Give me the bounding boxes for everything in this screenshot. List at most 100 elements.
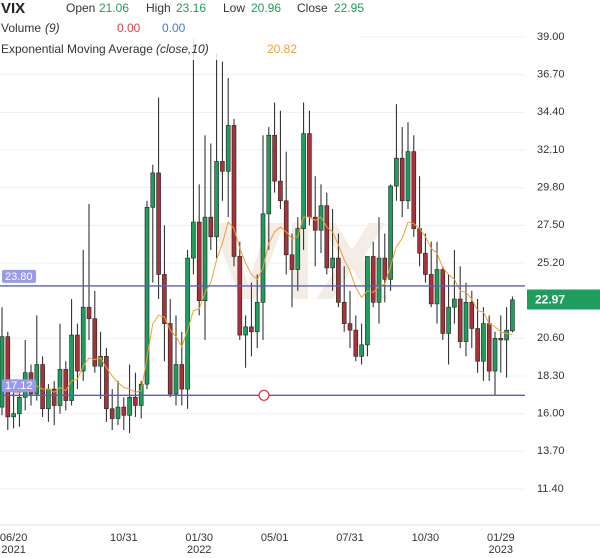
candle-body bbox=[405, 151, 411, 202]
candle-body bbox=[144, 207, 150, 385]
candle-body bbox=[231, 125, 237, 257]
candle-body bbox=[272, 134, 277, 182]
x-year-label: 2022 bbox=[187, 544, 211, 556]
candle-body bbox=[266, 134, 272, 215]
candle-body bbox=[312, 216, 318, 231]
candle-body bbox=[370, 256, 376, 303]
candle-body bbox=[34, 364, 40, 395]
header-text: High bbox=[146, 1, 171, 15]
header-text: Exponential Moving Average bbox=[1, 42, 153, 56]
x-year-label: 2023 bbox=[489, 544, 513, 556]
candle-body bbox=[75, 334, 80, 372]
candle-body bbox=[185, 257, 190, 390]
candle-body bbox=[156, 172, 161, 275]
candle-body bbox=[289, 254, 295, 270]
header-text: 22.95 bbox=[334, 1, 364, 15]
header-text: (close,10) bbox=[156, 42, 209, 56]
candle-body bbox=[17, 396, 22, 414]
candle-body bbox=[365, 256, 370, 346]
candle-body bbox=[498, 338, 504, 341]
candle-body bbox=[133, 396, 138, 406]
x-tick-label: 10/30 bbox=[412, 532, 440, 544]
y-tick-label: 20.60 bbox=[537, 332, 565, 344]
candle-body bbox=[347, 323, 353, 331]
x-tick-label: 10/31 bbox=[110, 532, 138, 544]
candle-body bbox=[463, 301, 469, 342]
horizontal-line-tag bbox=[2, 269, 36, 283]
candle-body bbox=[446, 306, 451, 334]
header-text: 20.96 bbox=[251, 1, 281, 15]
header-text: 20.82 bbox=[267, 42, 297, 56]
candle-body bbox=[69, 334, 74, 401]
candle-body bbox=[40, 364, 45, 410]
header-text: Low bbox=[223, 1, 245, 15]
candle-body bbox=[278, 180, 283, 202]
candle-body bbox=[121, 406, 127, 416]
y-tick-label: 32.10 bbox=[537, 144, 565, 156]
candle-body bbox=[307, 133, 312, 218]
candle-body bbox=[295, 228, 301, 270]
candle-body bbox=[481, 323, 486, 362]
candle-body bbox=[382, 257, 388, 280]
candle-body bbox=[376, 257, 382, 303]
candle-body bbox=[243, 326, 248, 336]
symbol: VIX bbox=[1, 0, 25, 17]
candle-body bbox=[179, 364, 185, 390]
candle-body bbox=[191, 221, 196, 259]
candle-body bbox=[434, 269, 440, 305]
header-text: 23.16 bbox=[176, 1, 206, 15]
x-year-label: 2021 bbox=[1, 544, 25, 556]
candle-body bbox=[423, 252, 428, 275]
candle-body bbox=[283, 200, 289, 256]
candle-body bbox=[440, 269, 446, 334]
last-price-label: 22.97 bbox=[535, 293, 565, 307]
candle-body bbox=[260, 213, 266, 303]
header-text: Open bbox=[66, 1, 95, 15]
candle-body bbox=[220, 161, 225, 172]
horizontal-line-tag bbox=[2, 379, 36, 393]
candle-body bbox=[51, 388, 57, 406]
candle-body bbox=[330, 257, 335, 269]
candle-body bbox=[109, 408, 115, 419]
candle-body bbox=[225, 125, 231, 172]
candle-body bbox=[504, 329, 509, 341]
candle-body bbox=[196, 221, 202, 301]
header-text: 21.06 bbox=[99, 1, 129, 15]
candle-body bbox=[104, 356, 109, 410]
x-tick-label: 01/30 bbox=[185, 532, 213, 544]
y-tick-label: 34.40 bbox=[537, 106, 565, 118]
candle-body bbox=[150, 172, 156, 208]
candle-body bbox=[411, 151, 417, 229]
candle-body bbox=[214, 161, 219, 238]
y-tick-label: 36.70 bbox=[537, 69, 565, 81]
candle-body bbox=[341, 301, 347, 324]
y-tick-label: 25.20 bbox=[537, 257, 565, 269]
last-price-tag bbox=[527, 289, 600, 310]
candle-body bbox=[249, 326, 254, 333]
y-tick-label: 39.00 bbox=[537, 31, 565, 43]
candle-body bbox=[492, 338, 498, 372]
y-tick-label: 16.00 bbox=[537, 408, 565, 420]
candle-body bbox=[162, 274, 167, 324]
candle-body bbox=[469, 301, 475, 329]
x-tick-label: 07/31 bbox=[336, 532, 364, 544]
candle-body bbox=[475, 328, 480, 362]
candle-body bbox=[452, 298, 457, 308]
x-tick-label: 01/29 bbox=[487, 532, 515, 544]
candle-body bbox=[208, 216, 214, 238]
header-text: (9) bbox=[45, 21, 60, 35]
candle-body bbox=[324, 205, 330, 269]
candle-body bbox=[46, 388, 51, 410]
ema-line bbox=[1, 216, 513, 394]
header-text: Volume bbox=[1, 21, 41, 35]
candle-body bbox=[11, 413, 16, 418]
candle-body bbox=[353, 329, 359, 357]
candle-body bbox=[0, 336, 5, 408]
candle-body bbox=[202, 216, 208, 301]
candle-body bbox=[457, 298, 463, 342]
candle-body bbox=[92, 318, 98, 367]
candle-body bbox=[80, 306, 86, 372]
candle-body bbox=[486, 323, 492, 372]
line-anchor bbox=[258, 389, 270, 401]
horizontal-line-label: 23.80 bbox=[5, 271, 33, 283]
